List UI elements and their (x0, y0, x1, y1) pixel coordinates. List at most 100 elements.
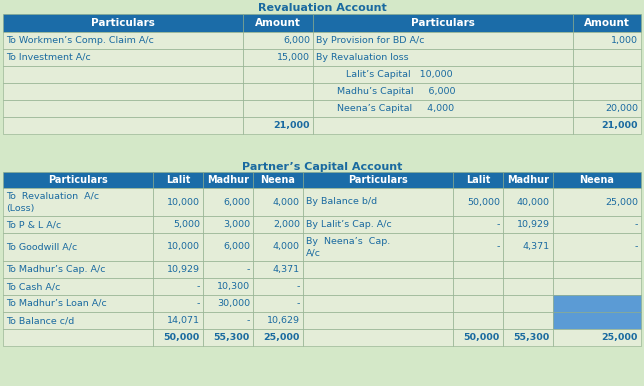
Bar (553, 312, 641, 329)
Text: To Goodwill A/c: To Goodwill A/c (6, 242, 77, 252)
Bar (553, 278, 641, 295)
Text: 21,000: 21,000 (601, 121, 638, 130)
Bar (253, 172, 303, 188)
Bar (203, 216, 253, 233)
Bar (303, 278, 453, 295)
Bar (153, 312, 203, 329)
Text: -: - (196, 282, 200, 291)
Text: 4,371: 4,371 (523, 242, 550, 252)
Text: 2,000: 2,000 (273, 220, 300, 229)
Bar (3, 14, 243, 32)
Text: Madhu’s Capital     6,000: Madhu’s Capital 6,000 (316, 87, 455, 96)
Text: To Madhur’s Loan A/c: To Madhur’s Loan A/c (6, 299, 107, 308)
Bar (253, 233, 303, 261)
Bar (573, 100, 641, 117)
Text: Particulars: Particulars (411, 18, 475, 28)
Text: By Balance b/d: By Balance b/d (306, 198, 377, 207)
Text: To Madhur’s Cap. A/c: To Madhur’s Cap. A/c (6, 265, 106, 274)
Text: -: - (247, 265, 250, 274)
Text: 50,000: 50,000 (467, 198, 500, 207)
Text: -: - (634, 242, 638, 252)
Bar (243, 49, 313, 66)
Bar (3, 329, 153, 346)
Bar (453, 312, 503, 329)
Text: -: - (634, 220, 638, 229)
Bar (303, 261, 453, 278)
Text: To Investment A/c: To Investment A/c (6, 53, 91, 62)
Bar (203, 188, 253, 216)
Text: Partner’s Capital Account: Partner’s Capital Account (242, 162, 402, 172)
Bar (503, 233, 553, 261)
Text: 25,000: 25,000 (605, 198, 638, 207)
Bar (243, 117, 313, 134)
Bar (243, 100, 313, 117)
Text: By  Neena’s  Cap.: By Neena’s Cap. (306, 237, 390, 246)
Bar (313, 100, 573, 117)
Bar (243, 32, 313, 49)
Bar (253, 261, 303, 278)
Bar (303, 188, 453, 216)
Bar (3, 117, 243, 134)
Bar (453, 329, 503, 346)
Bar (203, 295, 253, 312)
Bar (553, 329, 641, 346)
Bar (3, 32, 243, 49)
Bar (453, 172, 503, 188)
Text: To P & L A/c: To P & L A/c (6, 220, 61, 229)
Bar (153, 278, 203, 295)
Text: -: - (497, 242, 500, 252)
Bar (303, 216, 453, 233)
Text: To Cash A/c: To Cash A/c (6, 282, 61, 291)
Bar (153, 295, 203, 312)
Bar (153, 261, 203, 278)
Bar (503, 278, 553, 295)
Text: 55,300: 55,300 (214, 333, 250, 342)
Text: Lalit: Lalit (166, 175, 190, 185)
Text: To Balance c/d: To Balance c/d (6, 316, 74, 325)
Text: 10,629: 10,629 (267, 316, 300, 325)
Text: 25,000: 25,000 (601, 333, 638, 342)
Text: (Loss): (Loss) (6, 204, 34, 213)
Text: Revaluation Account: Revaluation Account (258, 3, 386, 13)
Bar (573, 83, 641, 100)
Bar (503, 295, 553, 312)
Text: -: - (247, 316, 250, 325)
Text: -: - (297, 282, 300, 291)
Bar (503, 329, 553, 346)
Bar (553, 261, 641, 278)
Bar (573, 32, 641, 49)
Text: 10,929: 10,929 (517, 220, 550, 229)
Text: To Workmen’s Comp. Claim A/c: To Workmen’s Comp. Claim A/c (6, 36, 154, 45)
Text: Lalit’s Capital   10,000: Lalit’s Capital 10,000 (316, 70, 453, 79)
Text: 1,000: 1,000 (611, 36, 638, 45)
Bar (3, 295, 153, 312)
Bar (553, 172, 641, 188)
Text: 4,371: 4,371 (273, 265, 300, 274)
Bar (453, 278, 503, 295)
Bar (313, 49, 573, 66)
Text: Neena: Neena (261, 175, 296, 185)
Bar (503, 188, 553, 216)
Text: 30,000: 30,000 (217, 299, 250, 308)
Text: 10,000: 10,000 (167, 242, 200, 252)
Bar (503, 312, 553, 329)
Bar (203, 278, 253, 295)
Text: 14,071: 14,071 (167, 316, 200, 325)
Text: Neena: Neena (580, 175, 614, 185)
Bar (573, 49, 641, 66)
Text: 55,300: 55,300 (514, 333, 550, 342)
Text: By Revaluation loss: By Revaluation loss (316, 53, 409, 62)
Text: 4,000: 4,000 (273, 242, 300, 252)
Bar (3, 216, 153, 233)
Text: 40,000: 40,000 (517, 198, 550, 207)
Bar (553, 188, 641, 216)
Text: Amount: Amount (255, 18, 301, 28)
Text: By Lalit’s Cap. A/c: By Lalit’s Cap. A/c (306, 220, 392, 229)
Bar (243, 66, 313, 83)
Bar (153, 233, 203, 261)
Bar (303, 233, 453, 261)
Bar (453, 261, 503, 278)
Text: Particulars: Particulars (348, 175, 408, 185)
Bar (3, 312, 153, 329)
Text: 15,000: 15,000 (277, 53, 310, 62)
